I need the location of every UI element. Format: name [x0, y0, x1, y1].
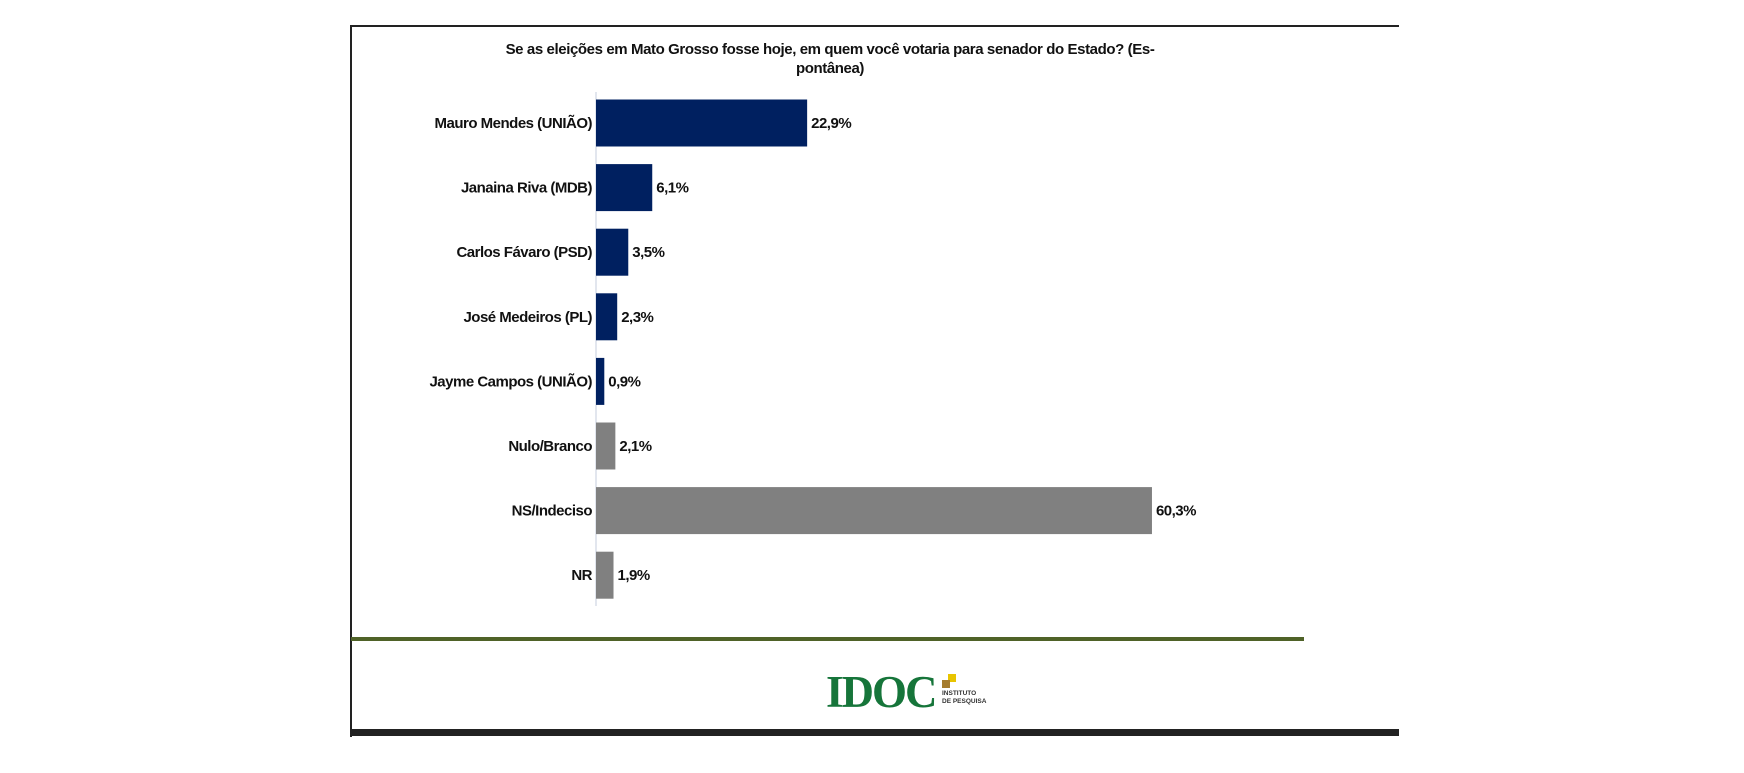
data-label: 1,9%: [618, 567, 650, 584]
chart-title-line-2: pontânea): [795, 60, 865, 77]
bar: [596, 293, 618, 341]
data-label: 60,3%: [1156, 503, 1196, 520]
logo-subtitle-1: INSTITUTO: [942, 690, 977, 697]
logo-subtitle-2: DE PESQUISA: [942, 698, 987, 705]
category-label: Janaina Riva (MDB): [461, 180, 593, 197]
bar: [596, 164, 653, 212]
category-label: Jayme Campos (UNIÃO): [429, 372, 592, 390]
bar: [596, 357, 605, 405]
frame-left-border: [350, 25, 352, 737]
frame-bottom-border: [351, 729, 1399, 736]
chart-title-line-1: Se as eleições em Mato Grosso fosse hoje…: [505, 41, 1155, 58]
data-label: 6,1%: [656, 180, 688, 197]
chart-title: Se as eleições em Mato Grosso fosse hoje…: [460, 40, 1200, 78]
category-label: José Medeiros (PL): [463, 309, 592, 326]
data-label: 2,3%: [621, 309, 653, 326]
data-label: 3,5%: [632, 244, 664, 261]
category-label: Carlos Fávaro (PSD): [456, 244, 592, 261]
logo-square-yellow: [948, 674, 956, 682]
data-label: 22,9%: [811, 115, 851, 132]
bar: [596, 99, 808, 147]
category-label: NR: [571, 567, 592, 584]
category-label: NS/Indeciso: [512, 503, 593, 520]
data-label: 0,9%: [608, 373, 640, 390]
logo-wordmark: IDOC: [826, 667, 938, 717]
divider-line: [351, 637, 1304, 641]
bar: [596, 487, 1152, 535]
data-label: 2,1%: [619, 438, 651, 455]
bar: [596, 228, 629, 276]
bar: [596, 551, 614, 599]
logo-square-brown: [942, 680, 950, 688]
logo-subtitle: INSTITUTO DE PESQUISA: [942, 690, 986, 706]
bar: [596, 422, 616, 470]
category-label: Mauro Mendes (UNIÃO): [434, 114, 592, 132]
category-label: Nulo/Branco: [508, 438, 592, 455]
frame-top-border: [351, 25, 1399, 27]
